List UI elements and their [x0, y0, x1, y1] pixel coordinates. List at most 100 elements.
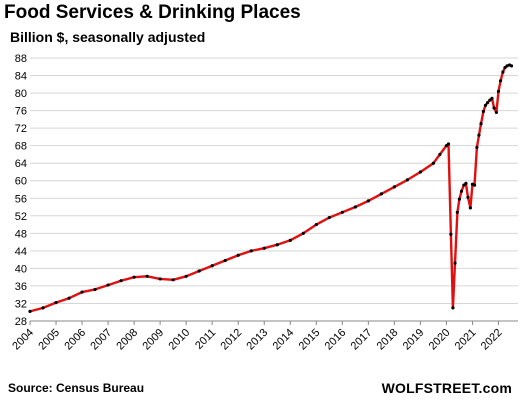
x-tick-label: 2014 [271, 327, 297, 353]
data-point [301, 231, 305, 235]
data-point [477, 133, 481, 137]
x-tick-label: 2019 [401, 327, 427, 353]
data-point [498, 79, 503, 83]
data-point [431, 161, 436, 165]
data-point [158, 277, 162, 281]
x-tick-labels: 2004 2005 2006 2007 2008 2009 2010 2011 2012 2013… [10, 327, 504, 353]
source-note: Source: Census Bureau [8, 381, 145, 395]
data-point [392, 185, 396, 189]
y-tick-label: 40 [15, 263, 27, 275]
data-point [80, 290, 84, 294]
data-point [93, 287, 97, 292]
data-point [446, 142, 451, 146]
x-tick-label: 2005 [36, 327, 62, 353]
data-point [468, 206, 472, 210]
data-point [475, 145, 479, 150]
y-tick-label: 72 [15, 123, 27, 135]
y-tick-label: 60 [15, 176, 27, 188]
x-tick-label: 2010 [166, 327, 192, 353]
data-point [494, 110, 498, 114]
data-point [481, 109, 485, 114]
series-line [29, 63, 512, 313]
y-tick-label: 52 [15, 211, 27, 223]
series-group [28, 63, 514, 313]
data-point [366, 199, 370, 203]
data-point [145, 274, 149, 278]
data-point [483, 103, 488, 107]
y-tick-label: 48 [15, 228, 27, 240]
y-tick-label: 68 [15, 141, 27, 153]
y-tick-label: 88 [15, 53, 27, 65]
data-point [262, 246, 266, 250]
x-tick-label: 2017 [349, 327, 375, 353]
chart-subtitle: Billion $, seasonally adjusted [10, 29, 206, 45]
x-tick-label: 2022 [479, 327, 505, 353]
y-tick-label: 84 [15, 71, 27, 83]
data-point [353, 205, 357, 209]
x-tick-label: 2016 [323, 327, 349, 353]
data-point [455, 210, 459, 214]
data-point [119, 279, 123, 283]
data-point [340, 210, 344, 214]
data-point [472, 183, 477, 187]
data-point [28, 309, 32, 313]
credit-label: WOLFSTREET.com [381, 380, 512, 396]
x-tick-label: 2004 [10, 327, 36, 353]
data-point [236, 253, 240, 257]
data-point [249, 249, 253, 253]
gridlines [29, 57, 518, 325]
x-tick-label: 2013 [245, 327, 271, 353]
data-point [41, 306, 45, 310]
data-point [453, 261, 457, 265]
data-point [288, 238, 292, 242]
data-point [457, 197, 462, 201]
y-tick-label: 64 [15, 158, 27, 170]
data-point [275, 243, 279, 247]
data-point [54, 300, 58, 305]
data-point [197, 269, 201, 273]
data-point [459, 189, 464, 193]
x-tick-label: 2011 [193, 327, 218, 352]
data-point [466, 195, 470, 199]
x-tick-label: 2021 [453, 327, 479, 353]
y-tick-label: 44 [15, 246, 27, 258]
x-tick-label: 2018 [375, 327, 401, 353]
data-point [67, 296, 71, 300]
y-tick-label: 76 [15, 106, 27, 118]
data-point [485, 101, 490, 105]
data-point [451, 306, 455, 310]
x-tick-label: 2012 [219, 327, 245, 353]
y-tick-label: 28 [15, 316, 27, 328]
data-point [405, 178, 409, 182]
data-point [449, 232, 453, 236]
x-tick-label: 2008 [114, 327, 140, 353]
data-point [464, 181, 468, 185]
x-tick-label: 2009 [140, 327, 166, 353]
data-point [418, 170, 422, 174]
data-point [509, 64, 514, 68]
y-tick-label: 80 [15, 88, 27, 100]
data-point [438, 152, 442, 157]
y-tick-label: 32 [15, 298, 27, 310]
data-point [496, 89, 501, 93]
data-point [490, 96, 494, 100]
x-tick-label: 2007 [88, 327, 114, 353]
y-tick-label: 36 [15, 281, 27, 293]
x-tick-label: 2020 [427, 327, 453, 353]
x-tick-label: 2006 [62, 327, 88, 353]
y-tick-labels: 28 32 36 40 44 48 52 56 60 64 68 72 76 80 84 88 [15, 53, 27, 328]
y-tick-label: 56 [15, 193, 27, 205]
data-point [210, 264, 214, 268]
chart-title: Food Services & Drinking Places [4, 2, 301, 23]
data-point [223, 258, 227, 263]
data-point [479, 122, 483, 126]
data-point [132, 275, 136, 279]
data-point [184, 274, 188, 278]
data-point [327, 215, 331, 220]
data-point [314, 222, 318, 227]
data-point [106, 283, 110, 287]
data-point [171, 278, 175, 282]
data-point [492, 106, 496, 110]
